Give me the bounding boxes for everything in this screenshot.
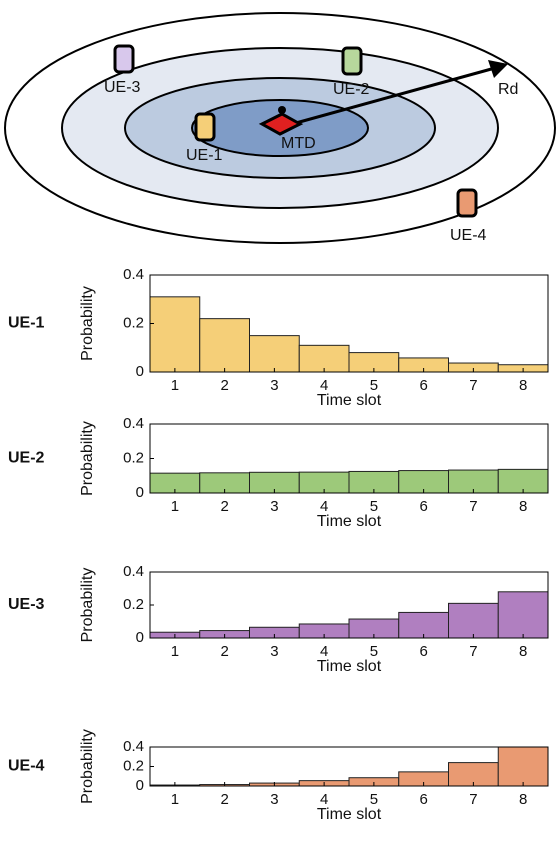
diagram: UE-3 UE-2 UE-1 MTD UE-4 Rd [4, 12, 556, 244]
x-tick-label: 7 [469, 643, 477, 660]
x-axis-label: Time slot [317, 513, 382, 530]
y-axis-label: Probability [79, 421, 96, 496]
x-tick-label: 2 [220, 791, 228, 808]
diagram-label: Rd [498, 81, 518, 98]
x-axis-label: Time slot [317, 658, 382, 675]
x-tick-label: 3 [270, 791, 278, 808]
radius-arrow [284, 66, 496, 128]
y-tick-label: 0.4 [123, 563, 144, 580]
x-tick-label: 4 [320, 377, 328, 394]
mtd-icon [258, 106, 304, 136]
y-tick-label: 0 [136, 777, 144, 794]
x-tick-label: 4 [320, 791, 328, 808]
y-tick-label: 0.2 [123, 757, 144, 774]
x-axis-label: Time slot [317, 392, 382, 409]
bar [497, 591, 549, 639]
x-tick-label: 2 [220, 498, 228, 515]
chart-title: UE-4 [8, 758, 45, 775]
x-tick-label: 4 [320, 643, 328, 660]
y-tick-label: 0.4 [123, 266, 144, 283]
y-tick-label: 0.4 [123, 415, 144, 432]
x-tick-label: 1 [171, 498, 179, 515]
chart-title: UE-1 [8, 315, 45, 332]
bar [149, 296, 201, 373]
x-tick-label: 8 [519, 643, 527, 660]
diagram-label: UE-3 [104, 79, 141, 96]
chart-title: UE-3 [8, 596, 45, 613]
x-tick-label: 6 [419, 377, 427, 394]
x-tick-label: 8 [519, 498, 527, 515]
x-tick-label: 3 [270, 498, 278, 515]
bar [298, 344, 350, 373]
bar [448, 602, 499, 639]
x-tick-label: 8 [519, 377, 527, 394]
x-tick-label: 3 [270, 643, 278, 660]
x-tick-label: 5 [370, 791, 378, 808]
x-tick-label: 7 [469, 377, 477, 394]
diagram-label: UE-1 [186, 147, 223, 164]
y-tick-label: 0.4 [123, 738, 144, 755]
diagram-label: UE-4 [450, 227, 487, 244]
y-axis-label: Probability [79, 286, 96, 361]
x-tick-label: 8 [519, 791, 527, 808]
x-tick-label: 5 [370, 377, 378, 394]
x-tick-label: 7 [469, 791, 477, 808]
x-tick-label: 1 [171, 643, 179, 660]
x-tick-label: 2 [220, 643, 228, 660]
y-tick-label: 0 [136, 484, 144, 501]
diagram-label: UE-2 [333, 81, 370, 98]
x-tick-label: 6 [419, 498, 427, 515]
y-tick-label: 0 [136, 629, 144, 646]
x-tick-label: 6 [419, 791, 427, 808]
x-tick-label: 1 [171, 791, 179, 808]
x-tick-label: 1 [171, 377, 179, 394]
y-axis-label: Probability [79, 568, 96, 643]
x-tick-label: 7 [469, 498, 477, 515]
x-tick-label: 3 [270, 377, 278, 394]
x-tick-label: 5 [370, 643, 378, 660]
y-axis-label: Probability [79, 729, 96, 804]
arrow-head [488, 60, 508, 78]
bar [249, 335, 300, 373]
chart-title: UE-2 [8, 450, 45, 467]
x-axis-label: Time slot [317, 806, 382, 823]
y-tick-label: 0.2 [123, 314, 144, 331]
x-tick-label: 2 [220, 377, 228, 394]
y-tick-label: 0.2 [123, 449, 144, 466]
phone-icons [113, 44, 478, 218]
diagram-label: MTD [281, 135, 316, 152]
y-tick-label: 0.2 [123, 596, 144, 613]
x-tick-label: 4 [320, 498, 328, 515]
x-tick-label: 6 [419, 643, 427, 660]
bar [199, 318, 250, 373]
y-tick-label: 0 [136, 363, 144, 380]
x-tick-label: 5 [370, 498, 378, 515]
bar [497, 746, 549, 787]
